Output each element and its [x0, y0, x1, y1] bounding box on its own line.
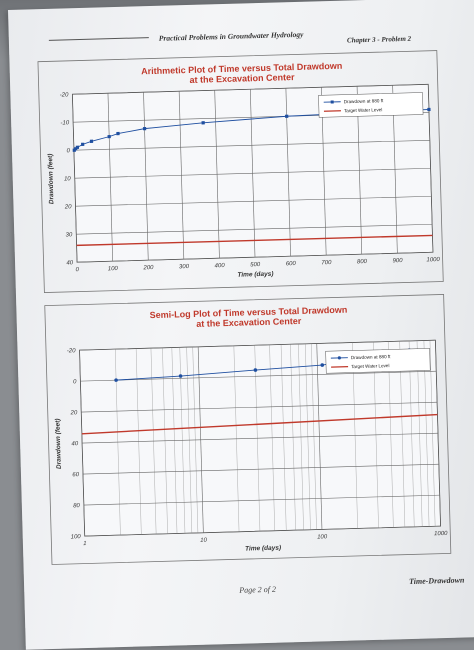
y-axis-label: Drawdown (feet) — [47, 153, 55, 204]
data-point — [143, 127, 146, 130]
y-tick-label: -20 — [60, 92, 69, 98]
header-rule — [49, 37, 149, 41]
y-tick-label: 20 — [64, 204, 73, 210]
data-point — [76, 146, 79, 149]
arithmetic-chart: Arithmetic Plot of Time versus Total Dra… — [37, 50, 443, 293]
x-tick-label: 1000 — [434, 531, 448, 537]
document-page: Practical Problems in Groundwater Hydrol… — [8, 0, 474, 650]
legend-label: Target Water Level — [351, 363, 390, 369]
y-tick-label: 100 — [71, 534, 82, 540]
data-point — [116, 132, 119, 135]
x-tick-label: 0 — [76, 267, 80, 273]
x-tick-label: 600 — [286, 261, 297, 267]
legend-box — [326, 348, 431, 373]
x-tick-label: 1 — [83, 541, 87, 547]
data-point — [108, 135, 111, 138]
x-axis-label: Time (days) — [237, 271, 273, 279]
y-tick-label: 20 — [70, 410, 79, 416]
y-tick-label: 10 — [64, 176, 72, 182]
data-point — [90, 140, 93, 143]
y-tick-label: 80 — [73, 503, 81, 509]
x-tick-label: 100 — [317, 534, 328, 540]
data-point — [285, 115, 288, 118]
book-title: Practical Problems in Groundwater Hydrol… — [159, 30, 304, 43]
x-tick-label: 200 — [142, 265, 154, 271]
y-tick-label: 40 — [71, 441, 79, 447]
legend-label: Target Water Level — [344, 107, 383, 113]
chart-title-line: at the Excavation Center — [196, 316, 302, 329]
x-tick-label: 10 — [200, 538, 208, 544]
x-tick-label: 1000 — [426, 257, 440, 263]
y-tick-label: 0 — [73, 379, 77, 385]
y-tick-label: 30 — [66, 232, 74, 238]
y-tick-label: 40 — [66, 260, 74, 266]
x-tick-label: 800 — [357, 259, 368, 265]
x-tick-label: 500 — [250, 262, 261, 268]
x-tick-label: 400 — [215, 263, 226, 269]
y-tick-label: -20 — [67, 348, 76, 354]
y-tick-label: -10 — [60, 120, 69, 126]
x-tick-label: 700 — [321, 260, 332, 266]
x-tick-label: 100 — [108, 266, 119, 272]
y-tick-label: 60 — [72, 472, 80, 478]
y-tick-label: 0 — [67, 148, 71, 154]
x-tick-label: 900 — [392, 258, 403, 264]
data-point — [202, 121, 205, 124]
y-axis-label: Drawdown (feet) — [54, 418, 62, 469]
chapter-label: Chapter 3 - Problem 2 — [347, 35, 411, 45]
footer-label: Time-Drawdown — [409, 575, 464, 586]
data-point — [81, 143, 84, 146]
legend-marker — [331, 100, 334, 103]
chart-title-line: at the Excavation Center — [189, 72, 295, 85]
x-axis-label: Time (days) — [245, 545, 281, 553]
page-number: Page 2 of 2 — [239, 585, 276, 595]
semilog-chart: Semi-Log Plot of Time versus Total Drawd… — [44, 294, 451, 565]
x-tick-label: 300 — [179, 264, 190, 270]
legend-box — [319, 92, 424, 117]
data-point — [427, 108, 430, 111]
